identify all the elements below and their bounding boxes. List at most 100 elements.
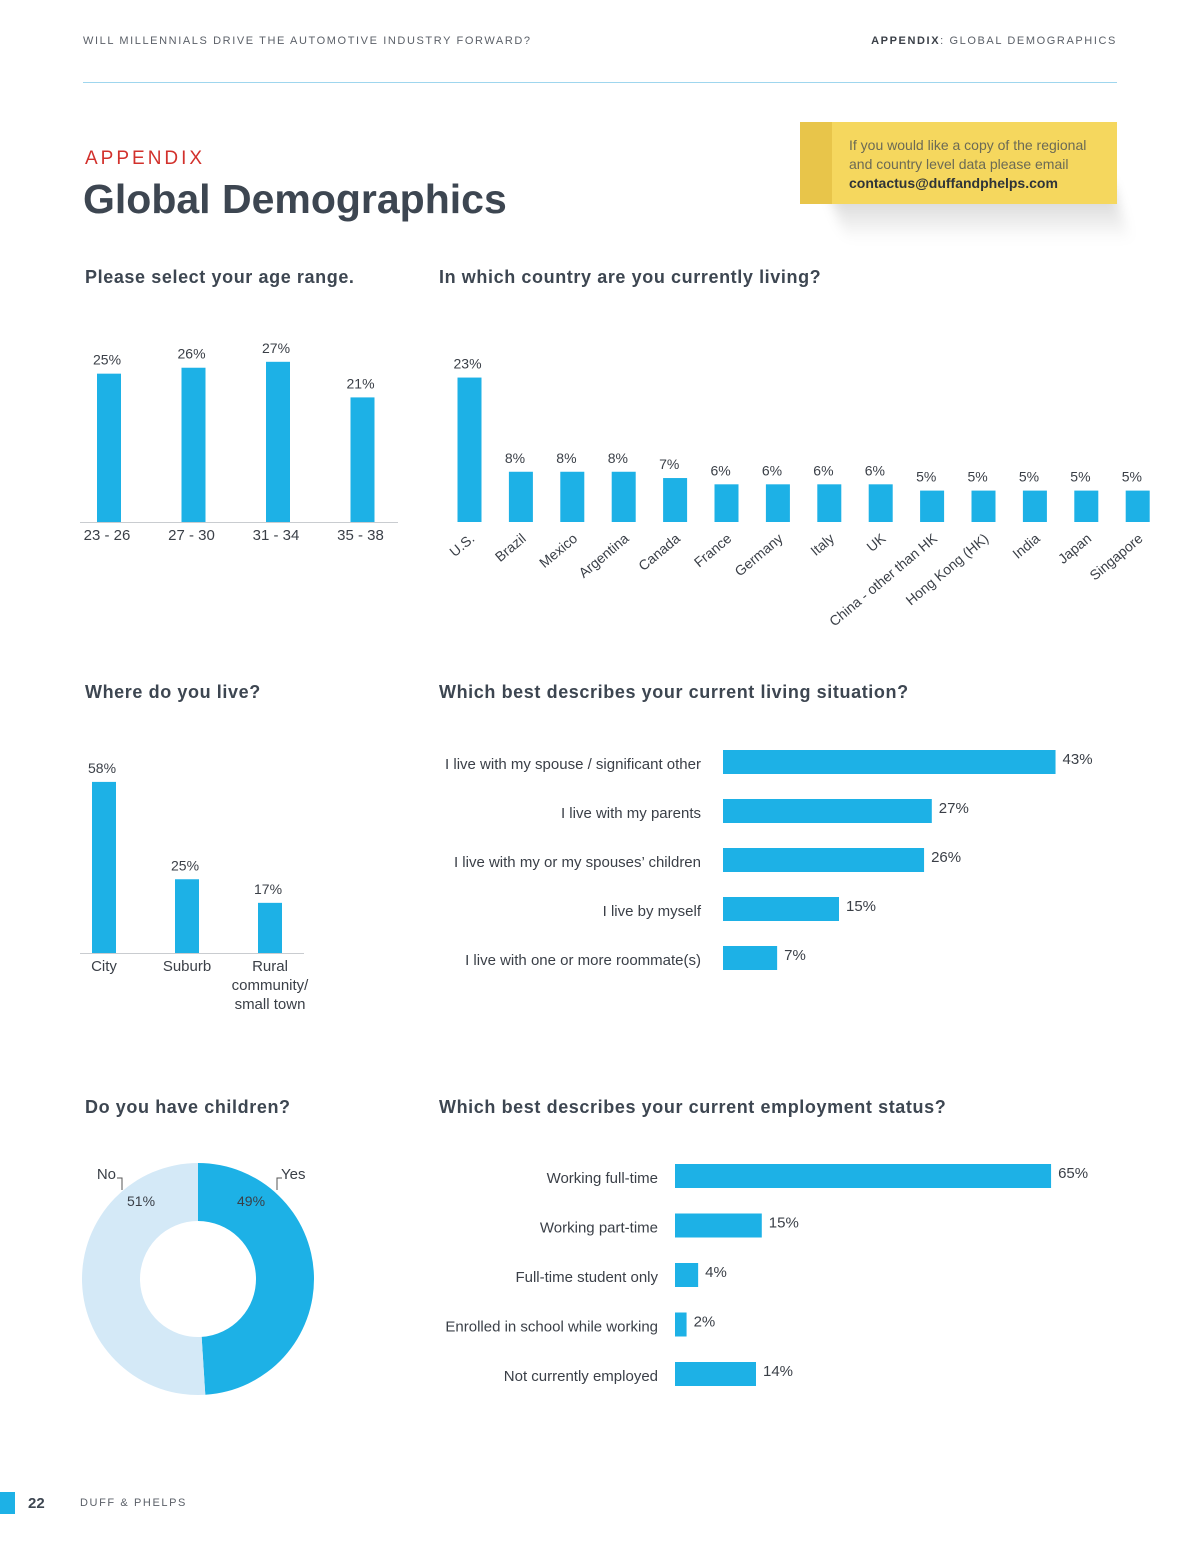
tick-label-0: 23 - 26 [84, 527, 131, 544]
value-label-2: 8% [556, 450, 576, 466]
bar-6 [765, 484, 790, 522]
tick-label-3: 35 - 38 [337, 527, 384, 544]
employment-chart-title: Which best describes your current employ… [439, 1097, 947, 1117]
where-live-chart: 58% City 25% Suburb 17% Rural community/small … [80, 760, 309, 1013]
bar-1 [175, 879, 199, 953]
value-label-1: 8% [505, 450, 525, 466]
value-label-2: 17% [254, 881, 282, 897]
bar-13 [1125, 490, 1150, 522]
category-label-0: I live with my spouse / significant othe… [445, 756, 701, 773]
running-header-section-rest: : GLOBAL DEMOGRAPHICS [940, 35, 1117, 47]
bar-0 [675, 1164, 1052, 1188]
value-label-4: 7% [659, 456, 679, 472]
bar-1 [723, 799, 932, 823]
country-chart: 23% U.S. 8% Brazil 8% Mexico 8% Argentina 7% Cana… [446, 356, 1150, 629]
country-chart-title: In which country are you currently livin… [439, 267, 822, 287]
bar-3 [350, 397, 375, 522]
value-label-3: 21% [347, 375, 375, 391]
contact-note-line1: If you would like a copy of the regional [849, 137, 1087, 153]
leader-line-yes [276, 1177, 282, 1190]
children-chart-title: Do you have children? [85, 1097, 291, 1117]
bar-4 [675, 1362, 756, 1386]
value-label-11: 5% [1019, 469, 1039, 485]
running-header-section-bold: APPENDIX [871, 35, 941, 47]
value-label-13: 5% [1122, 469, 1142, 485]
tick-label-2-2: small town [235, 996, 306, 1013]
category-label-4: Not currently employed [504, 1368, 658, 1385]
children-donut-chart: No Yes 51% 49% [81, 1163, 314, 1395]
value-label-0: 43% [1063, 751, 1093, 768]
bar-5 [714, 484, 739, 522]
value-label-2: 4% [705, 1264, 727, 1281]
tick-label-1: Brazil [492, 530, 529, 565]
bar-0 [97, 373, 121, 522]
bar-1 [508, 471, 533, 522]
tick-label-5: France [691, 530, 735, 570]
age-range-chart: 25% 23 - 26 26% 27 - 30 27% 31 - 34 21% 35 - 38 [80, 340, 398, 544]
tick-label-6: Germany [731, 530, 785, 579]
living-situation-chart: I live with my spouse / significant othe… [445, 750, 1093, 970]
header-divider [83, 82, 1117, 83]
tick-label-11: India [1009, 530, 1043, 562]
bar-3 [611, 471, 636, 522]
bar-2 [266, 361, 290, 522]
bar-9 [920, 490, 945, 522]
category-label-2: I live with my or my spouses’ children [454, 854, 701, 871]
bar-7 [817, 484, 842, 522]
value-label-8: 6% [865, 462, 885, 478]
tick-label-0: U.S. [446, 530, 477, 560]
bar-10 [971, 490, 996, 522]
page-title: Global Demographics [83, 176, 507, 222]
tick-label-1: 27 - 30 [168, 527, 215, 544]
contact-note-tab [800, 122, 832, 204]
legend-label-yes: Yes [281, 1166, 305, 1183]
leader-line-no [117, 1177, 123, 1190]
bar-1 [181, 367, 206, 522]
value-label-1: 27% [939, 800, 969, 817]
tick-label-8: UK [863, 530, 889, 555]
value-label-2: 26% [931, 849, 961, 866]
footer-brand: DUFF & PHELPS [80, 1497, 187, 1509]
bar-3 [723, 897, 839, 921]
value-label-4: 14% [763, 1363, 793, 1380]
value-label-2: 27% [262, 340, 290, 356]
bar-12 [1074, 490, 1099, 522]
value-label-12: 5% [1070, 469, 1090, 485]
value-label-0: 58% [88, 760, 116, 776]
category-label-3: I live by myself [603, 903, 702, 920]
situation-chart-title: Which best describes your current living… [439, 682, 909, 702]
contact-note-text: If you would like a copy of the regional… [849, 136, 1109, 193]
value-label-0: 65% [1058, 1165, 1088, 1182]
bar-0 [92, 781, 116, 953]
tick-label-13: Singapore [1086, 530, 1145, 583]
running-header-title: WILL MILLENNIALS DRIVE THE AUTOMOTIVE IN… [83, 35, 532, 47]
category-label-3: Enrolled in school while working [445, 1319, 658, 1336]
bar-2 [675, 1263, 699, 1287]
bar-1 [675, 1213, 762, 1238]
tick-label-0: City [91, 958, 117, 975]
running-header-section: APPENDIX: GLOBAL DEMOGRAPHICS [871, 35, 1117, 47]
bar-3 [675, 1312, 687, 1337]
value-label-9: 5% [916, 469, 936, 485]
page-number: 22 [28, 1495, 45, 1512]
category-label-1: I live with my parents [561, 805, 701, 822]
bar-2 [258, 902, 282, 953]
bar-0 [457, 377, 482, 522]
donut-slice-no [81, 1163, 206, 1395]
category-label-2: Full-time student only [515, 1269, 658, 1286]
value-label-yes: 49% [237, 1193, 265, 1209]
bar-11 [1022, 490, 1047, 522]
bar-8 [868, 484, 893, 522]
value-label-10: 5% [968, 469, 988, 485]
value-label-1: 26% [178, 346, 206, 362]
value-label-1: 15% [769, 1215, 799, 1232]
value-label-5: 6% [711, 462, 731, 478]
tick-label-2-0: Rural [252, 958, 288, 975]
contact-email-link[interactable]: contactus@duffandphelps.com [849, 175, 1058, 191]
legend-label-no: No [97, 1166, 116, 1183]
donut-slice-yes [198, 1163, 314, 1395]
footer-accent [0, 1492, 15, 1514]
section-kicker: APPENDIX [85, 148, 206, 169]
value-label-3: 2% [694, 1314, 716, 1331]
value-label-0: 23% [454, 356, 482, 372]
